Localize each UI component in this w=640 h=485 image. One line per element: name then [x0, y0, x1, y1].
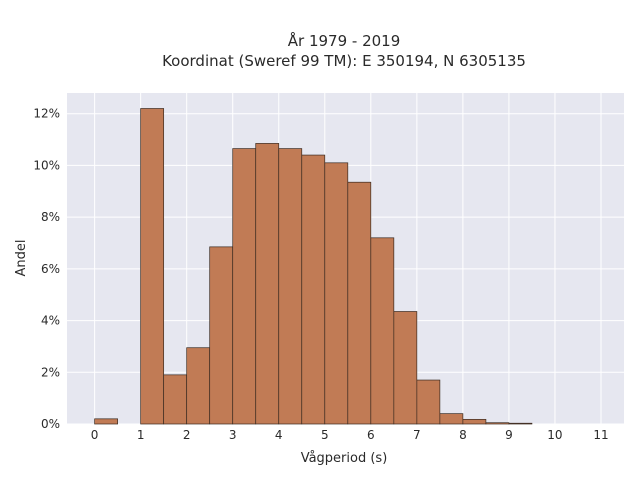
histogram-bar — [301, 154, 326, 425]
histogram-bar — [393, 311, 418, 425]
bars — [94, 108, 533, 425]
x-tick-label: 6 — [367, 428, 375, 442]
histogram-bar — [324, 162, 349, 425]
histogram-bar — [255, 143, 280, 425]
y-tick-label: 2% — [41, 365, 60, 379]
histogram-bar — [370, 237, 395, 425]
histogram-bar — [485, 422, 510, 425]
x-tick-label: 8 — [459, 428, 467, 442]
y-axis-ticks: 0% 2% 4% 6% 8% 10% 12% — [33, 107, 60, 431]
x-tick-label: 9 — [505, 428, 513, 442]
y-tick-label: 8% — [41, 210, 60, 224]
histogram-bar — [508, 422, 533, 425]
chart-subtitle: Koordinat (Sweref 99 TM): E 350194, N 63… — [162, 52, 526, 70]
x-axis-label: Vågperiod (s) — [301, 451, 388, 466]
histogram-bar — [232, 148, 257, 425]
histogram-bar — [94, 418, 118, 425]
y-tick-label: 6% — [41, 262, 60, 276]
x-tick-label: 5 — [321, 428, 329, 442]
y-tick-label: 0% — [41, 417, 60, 431]
x-axis-ticks: 0 1 2 3 4 5 6 7 8 9 10 11 — [91, 428, 609, 442]
x-tick-label: 4 — [275, 428, 283, 442]
y-axis-label: Andel — [14, 240, 29, 277]
histogram-bar — [163, 374, 188, 425]
histogram-bar — [140, 108, 165, 425]
chart-title: År 1979 - 2019 — [288, 31, 401, 50]
x-tick-label: 3 — [229, 428, 237, 442]
histogram-bar — [278, 148, 303, 425]
histogram-bar — [416, 379, 441, 425]
y-tick-label: 10% — [33, 158, 60, 172]
x-tick-label: 2 — [183, 428, 191, 442]
x-tick-label: 7 — [413, 428, 421, 442]
y-tick-label: 4% — [41, 314, 60, 328]
histogram-bar — [462, 418, 487, 425]
x-tick-label: 1 — [137, 428, 145, 442]
x-tick-label: 0 — [91, 428, 99, 442]
histogram-bar — [347, 181, 372, 425]
x-tick-label: 10 — [547, 428, 562, 442]
y-tick-label: 12% — [33, 107, 60, 121]
histogram-bar — [186, 347, 211, 425]
histogram-bar — [439, 413, 464, 425]
histogram-bar — [209, 246, 234, 425]
x-tick-label: 11 — [593, 428, 608, 442]
